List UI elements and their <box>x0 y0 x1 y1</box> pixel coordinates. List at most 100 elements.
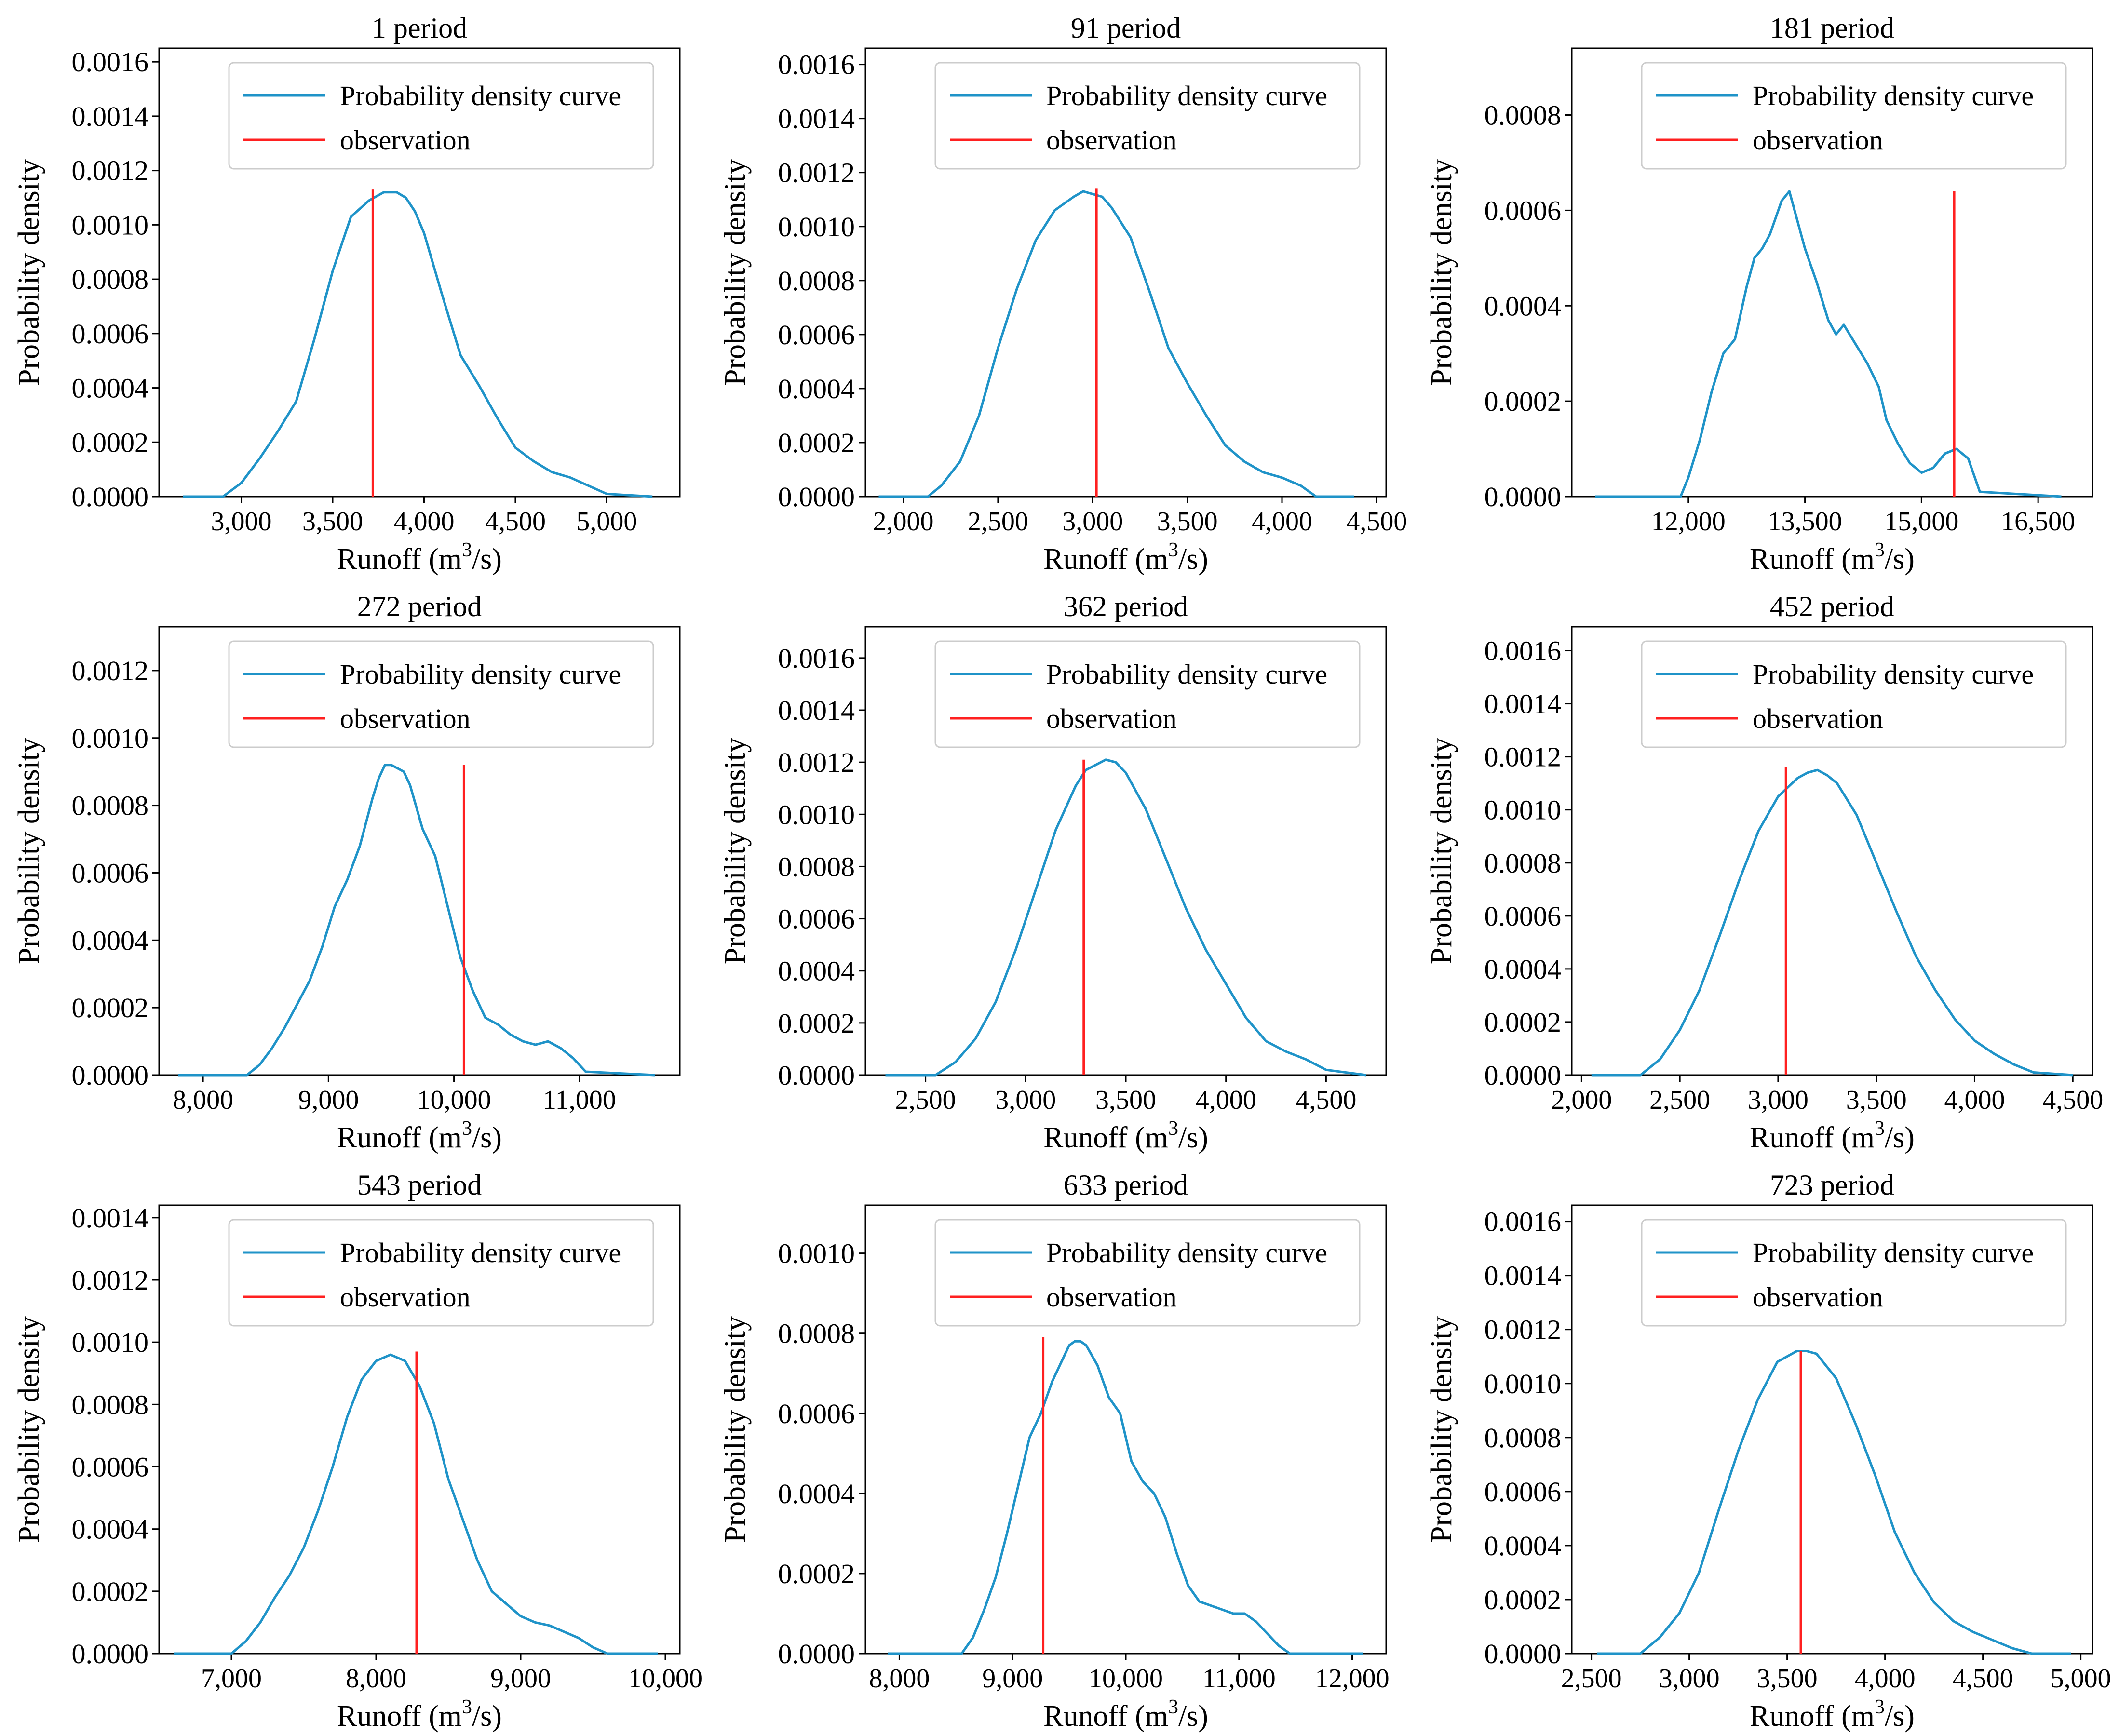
legend-label-observation: observation <box>1046 124 1177 156</box>
y-tick-label: 0.0014 <box>72 101 149 132</box>
plot-frame <box>158 47 681 498</box>
x-tick-label: 8,000 <box>173 1085 233 1115</box>
legend: Probability density curve observation <box>228 1219 654 1327</box>
x-tick-label: 11,000 <box>1202 1664 1276 1694</box>
x-axis-label-sup: 3 <box>1875 539 1885 561</box>
legend: Probability density curve observation <box>1641 1219 2067 1327</box>
y-tick-label: 0.0004 <box>1485 290 1562 322</box>
y-tick-label: 0.0006 <box>778 903 855 935</box>
y-tick-label: 0.0012 <box>778 747 855 778</box>
y-tick-label: 0.0002 <box>778 1008 855 1039</box>
y-axis-label: Probability density <box>1425 738 1458 964</box>
y-tick-label: 0.0004 <box>72 1514 149 1545</box>
y-tick-label: 0.0000 <box>72 481 149 512</box>
y-tick-label: 0.0010 <box>72 1327 149 1358</box>
chart-panel-0: 1 period 0.0000 0.0002 0.0004 0.0006 0.0008 0.… <box>13 12 681 576</box>
density-curve <box>1597 1350 2071 1655</box>
density-curve <box>183 191 653 498</box>
x-axis-label-sup: 3 <box>462 1117 472 1140</box>
x-axis-label-tail: /s) <box>1885 1700 1915 1733</box>
x-tick-label: 2,000 <box>873 507 934 537</box>
legend-label-curve: Probability density curve <box>340 80 621 111</box>
y-tick-label: 0.0004 <box>72 925 149 956</box>
chart-title: 723 period <box>1770 1169 1894 1201</box>
y-tick-label: 0.0000 <box>1485 1060 1562 1091</box>
y-tick-label: 0.0004 <box>72 373 149 404</box>
density-curve <box>885 758 1366 1077</box>
legend: Probability density curve observation <box>228 640 654 748</box>
y-tick-label: 0.0008 <box>1485 1422 1562 1453</box>
density-curve <box>1591 768 2073 1077</box>
x-axis-label-text: Runoff (m <box>1750 543 1875 576</box>
y-tick-label: 0.0008 <box>1485 848 1562 879</box>
legend-label-observation: observation <box>340 1281 471 1313</box>
y-tick-label: 0.0008 <box>778 265 855 296</box>
legend-box <box>1641 1219 2067 1327</box>
y-tick-label: 0.0002 <box>778 1558 855 1589</box>
x-tick-label: 3,500 <box>1095 1085 1156 1115</box>
y-tick-label: 0.0010 <box>778 1238 855 1269</box>
legend-box <box>1641 62 2067 170</box>
x-tick-label: 9,000 <box>490 1664 551 1694</box>
x-axis-label-text: Runoff (m <box>1043 543 1168 576</box>
y-tick-label: 0.0016 <box>72 46 149 78</box>
y-tick-label: 0.0016 <box>1485 1206 1562 1238</box>
x-tick-label: 7,000 <box>201 1664 262 1694</box>
x-tick-label: 10,000 <box>628 1664 702 1694</box>
y-tick-label: 0.0004 <box>778 955 855 987</box>
legend: Probability density curve observation <box>228 62 654 170</box>
y-tick-label: 0.0010 <box>1485 794 1562 826</box>
x-axis-label: Runoff (m3/s) <box>1750 1696 1915 1733</box>
y-tick-label: 0.0000 <box>1485 1638 1562 1669</box>
y-axis-label: Probability density <box>719 159 752 386</box>
y-tick-label: 0.0008 <box>778 851 855 882</box>
y-tick-label: 0.0002 <box>1485 1584 1562 1615</box>
x-tick-label: 3,000 <box>1748 1085 1809 1115</box>
x-tick-label: 4,500 <box>1296 1085 1356 1115</box>
legend: Probability density curve observation <box>934 640 1361 748</box>
legend: Probability density curve observation <box>934 1219 1361 1327</box>
chart-title: 633 period <box>1064 1169 1188 1201</box>
legend: Probability density curve observation <box>934 62 1361 170</box>
y-tick-label: 0.0002 <box>1485 386 1562 417</box>
legend-label-observation: observation <box>340 124 471 156</box>
y-tick-label: 0.0006 <box>72 1452 149 1483</box>
chart-panel-5: 452 period 0.0000 0.0002 0.0004 0.0006 0.0008… <box>1425 591 2103 1154</box>
x-tick-label: 2,500 <box>1561 1664 1622 1694</box>
legend-box <box>934 640 1361 748</box>
y-tick-label: 0.0010 <box>778 211 855 242</box>
x-tick-label: 2,500 <box>1649 1085 1710 1115</box>
y-tick-label: 0.0002 <box>72 992 149 1023</box>
x-tick-label: 12,000 <box>1651 507 1726 537</box>
legend-label-curve: Probability density curve <box>1753 1237 2034 1268</box>
plot-frame <box>158 626 681 1076</box>
legend-label-curve: Probability density curve <box>340 1237 621 1268</box>
y-tick-label: 0.0000 <box>72 1060 149 1091</box>
x-tick-label: 4,500 <box>1346 507 1407 537</box>
x-axis-label-tail: /s) <box>1178 1121 1208 1154</box>
y-tick-label: 0.0006 <box>1485 1476 1562 1507</box>
chart-title: 181 period <box>1770 12 1894 44</box>
x-tick-label: 3,500 <box>302 507 363 537</box>
y-tick-label: 0.0010 <box>72 209 149 241</box>
chart-panel-2: 181 period 0.0000 0.0002 0.0004 0.0006 0.0008… <box>1425 12 2093 576</box>
x-axis-label-sup: 3 <box>1168 1117 1178 1140</box>
legend-label-curve: Probability density curve <box>1046 1237 1327 1268</box>
y-tick-label: 0.0004 <box>778 373 855 404</box>
legend-label-observation: observation <box>1753 124 1883 156</box>
y-tick-label: 0.0012 <box>72 655 149 686</box>
y-axis-label: Probability density <box>1425 159 1458 386</box>
y-tick-label: 0.0006 <box>778 319 855 350</box>
x-axis-label-tail: /s) <box>472 1700 502 1733</box>
legend: Probability density curve observation <box>1641 640 2067 748</box>
x-tick-label: 11,000 <box>543 1085 616 1115</box>
y-tick-label: 0.0002 <box>778 427 855 458</box>
x-tick-label: 3,000 <box>995 1085 1056 1115</box>
x-tick-label: 4,000 <box>1944 1085 2005 1115</box>
x-tick-label: 3,000 <box>1659 1664 1720 1694</box>
x-tick-label: 9,000 <box>298 1085 359 1115</box>
y-tick-label: 0.0000 <box>778 1638 855 1669</box>
y-tick-label: 0.0008 <box>72 1389 149 1420</box>
x-tick-label: 4,500 <box>2042 1085 2103 1115</box>
